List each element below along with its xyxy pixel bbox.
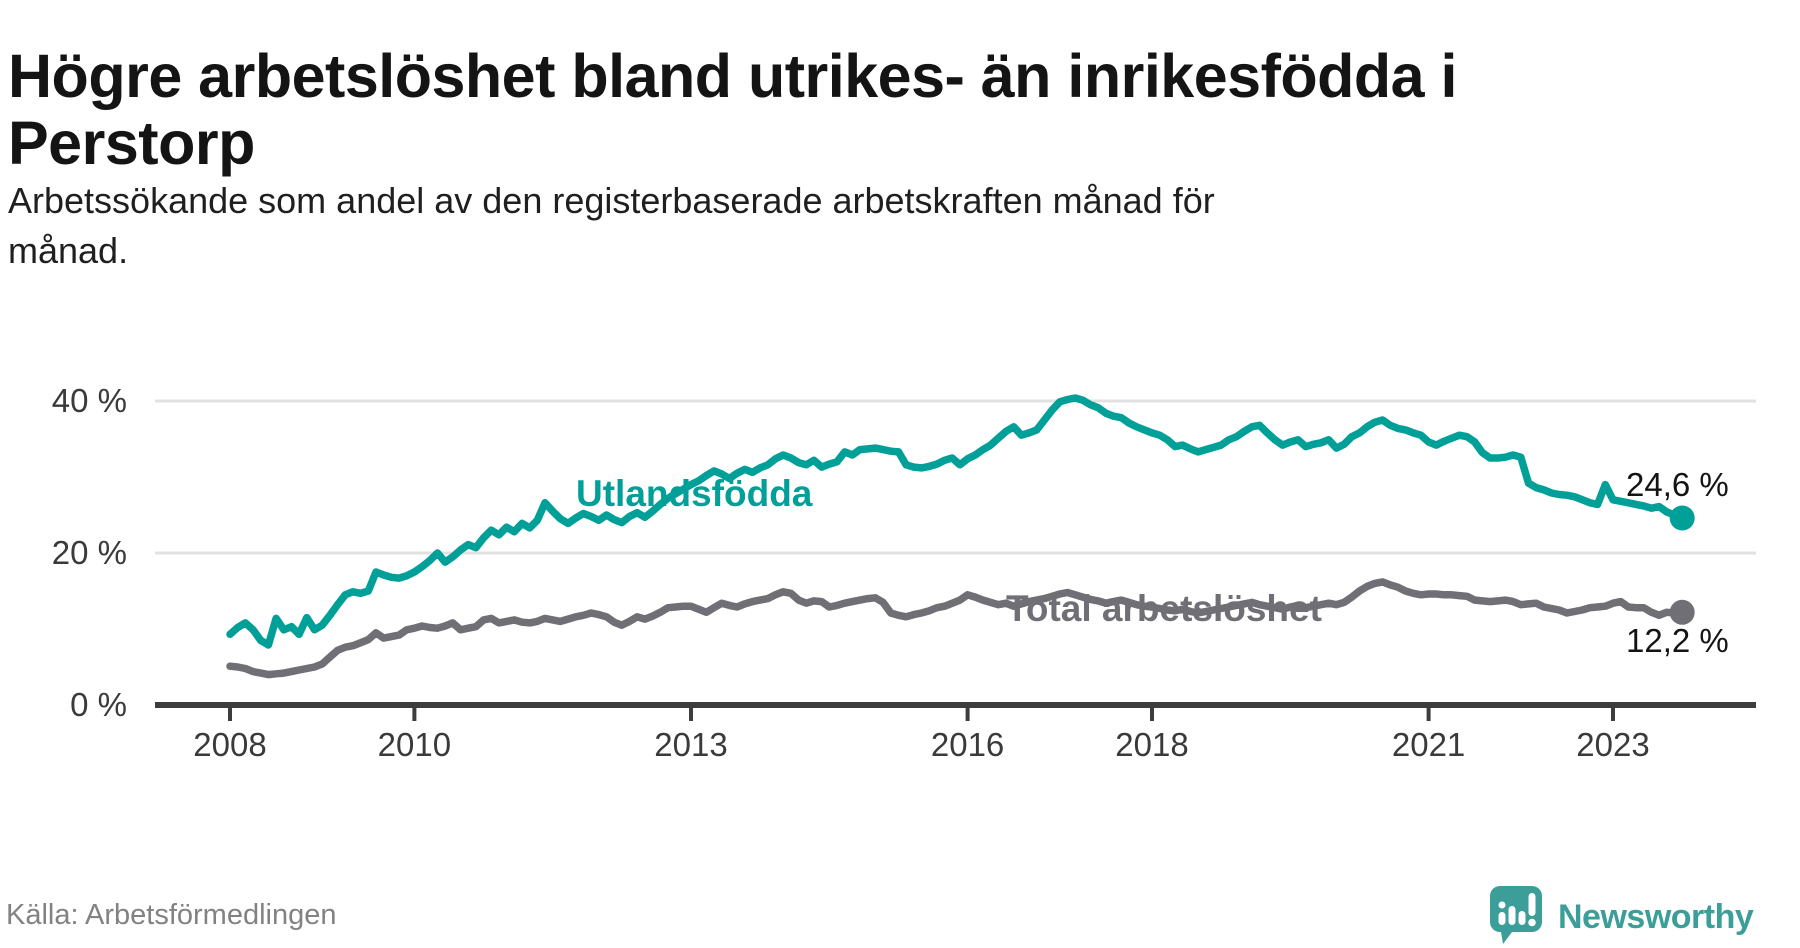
utlandsfodda-end-dot	[1669, 505, 1695, 531]
chart-subtitle: Arbetssökande som andel av den registerb…	[8, 176, 1408, 275]
title-line-2: Perstorp	[8, 108, 255, 177]
source-credit: Källa: Arbetsförmedlingen	[6, 899, 337, 931]
end-value-total-arbetsloshet: 12,2 %	[1626, 622, 1729, 659]
x-axis-label-2010: 2010	[377, 726, 452, 763]
y-axis-label-40: 40 %	[51, 382, 127, 419]
page-title: Högre arbetslöshet bland utrikes- än inr…	[8, 41, 1608, 177]
newsworthy-bubble-icon	[1488, 884, 1544, 948]
subtitle-line-2: månad.	[8, 229, 129, 271]
x-axis-label-2021: 2021	[1391, 726, 1466, 763]
x-axis-label-2013: 2013	[654, 726, 728, 763]
x-axis-label-2023: 2023	[1576, 726, 1650, 763]
utlandsfodda-line	[226, 394, 1686, 649]
end-value-utlandsfodda: 24,6 %	[1626, 466, 1729, 503]
total-arbetsloshet-end-dot	[1669, 599, 1695, 625]
x-axis-label-2016: 2016	[930, 726, 1005, 763]
chart-canvas	[155, 394, 1756, 721]
x-axis-label-2008: 2008	[193, 726, 267, 763]
newsworthy-wordmark: Newsworthy	[1558, 898, 1754, 936]
subtitle-line-1: Arbetssökande som andel av den registerb…	[8, 180, 1215, 221]
newsworthy-logo: Newsworthy	[1488, 884, 1754, 948]
title-line-1: Högre arbetslöshet bland utrikes- än inr…	[8, 41, 1457, 110]
x-axis-label-2018: 2018	[1115, 726, 1189, 763]
series-label-utlandsfodda: Utlandsfödda	[576, 473, 813, 514]
y-axis-label-0: 0 %	[70, 686, 127, 723]
series-label-total-arbetsloshet: Total arbetslöshet	[1006, 588, 1322, 629]
y-axis-label-20: 20 %	[51, 534, 127, 571]
x-axis-ticks	[228, 705, 1615, 721]
total-arbetsloshet-line	[226, 578, 1686, 679]
line-chart	[0, 330, 1800, 790]
